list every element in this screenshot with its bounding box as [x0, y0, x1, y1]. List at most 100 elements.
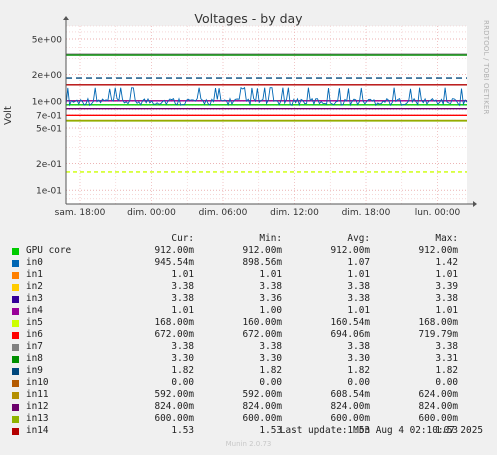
legend-swatch	[12, 403, 19, 411]
legend-max: 3.38	[435, 293, 458, 304]
legend-cur: 0.00	[171, 377, 194, 388]
legend-row: in3 3.38 3.36 3.38 3.38	[12, 293, 490, 305]
legend-swatch	[12, 319, 19, 327]
legend-swatch	[12, 283, 19, 291]
legend-name: in8	[26, 353, 43, 364]
legend-name: in11	[26, 389, 49, 400]
legend-name: in9	[26, 365, 43, 376]
legend-min: 3.30	[259, 353, 282, 364]
legend-min: 3.36	[259, 293, 282, 304]
munin-version: Munin 2.0.73	[225, 440, 272, 448]
legend-swatch	[12, 379, 19, 387]
last-update-text: Last update: Mon Aug 4 02:10:07 2025	[279, 425, 483, 436]
legend-cur: 1.01	[171, 305, 194, 316]
legend-name: in2	[26, 281, 43, 292]
legend-swatch	[12, 259, 19, 267]
y-tick-label: 7e-01	[36, 112, 62, 122]
legend-name: in10	[26, 377, 49, 388]
legend-max: 1.01	[435, 305, 458, 316]
y-tick-label: 5e+00	[32, 36, 63, 46]
legend-name: GPU core	[26, 245, 72, 256]
y-tick-label: 5e-01	[36, 125, 62, 135]
voltage-chart: 5e+00 2e+00 1e+00 7e-01 5e-01 2e-01 1e-01 sam. …	[32, 16, 477, 218]
legend-table: Cur: Min: Avg: Max: GPU core 912.00m 912.0…	[12, 233, 490, 437]
legend-min: 1.01	[259, 269, 282, 280]
legend-max: 0.00	[435, 377, 458, 388]
legend-max: 719.79m	[418, 329, 458, 340]
legend-avg: 1.53	[347, 425, 370, 436]
legend-name: in3	[26, 293, 43, 304]
legend-name: in1	[26, 269, 43, 280]
legend-swatch	[12, 355, 19, 363]
series-line-in0	[65, 86, 468, 107]
legend-name: in7	[26, 341, 43, 352]
legend-cur: 1.01	[171, 269, 194, 280]
legend-cur: 3.30	[171, 353, 194, 364]
legend-name: in0	[26, 257, 43, 268]
legend-max: 1.82	[435, 365, 458, 376]
legend-cur: 1.82	[171, 365, 194, 376]
legend-avg: 1.01	[347, 269, 370, 280]
legend-name: in5	[26, 317, 43, 328]
legend-rows: GPU core 912.00m 912.00m 912.00m 912.00m in0 9…	[12, 245, 490, 437]
legend-name: in13	[26, 413, 49, 424]
legend-swatch	[12, 307, 19, 315]
legend-max: 3.31	[435, 353, 458, 364]
legend-row: in0 945.54m 898.56m 1.07 1.42	[12, 257, 490, 269]
legend-max: 1.01	[435, 269, 458, 280]
header-min: Min:	[259, 233, 282, 244]
legend-row: in1 1.01 1.01 1.01 1.01	[12, 269, 490, 281]
legend-max: 912.00m	[418, 245, 458, 256]
y-axis-arrow	[63, 16, 69, 20]
legend-min: 0.00	[259, 377, 282, 388]
legend-row: in5 168.00m 160.00m 160.54m 168.00m	[12, 317, 490, 329]
x-tick-label: dim. 18:00	[342, 208, 391, 218]
legend-cur: 592.00m	[154, 389, 194, 400]
legend-max: 1.53	[435, 425, 458, 436]
legend-row: GPU core 912.00m 912.00m 912.00m 912.00m	[12, 245, 490, 257]
legend-row: in7 3.38 3.38 3.38 3.38	[12, 341, 490, 353]
y-tick-label: 2e-01	[36, 160, 62, 170]
legend-swatch	[12, 391, 19, 399]
legend-min: 592.00m	[242, 389, 282, 400]
legend-avg: 1.01	[347, 305, 370, 316]
x-tick-label: lun. 00:00	[415, 208, 461, 218]
x-tick-label: dim. 12:00	[270, 208, 319, 218]
legend-avg: 3.38	[347, 281, 370, 292]
legend-avg: 0.00	[347, 377, 370, 388]
legend-avg: 608.54m	[330, 389, 370, 400]
legend-cur: 672.00m	[154, 329, 194, 340]
legend-max: 3.39	[435, 281, 458, 292]
legend-row: in8 3.30 3.30 3.30 3.31	[12, 353, 490, 365]
legend-avg: 694.06m	[330, 329, 370, 340]
legend-row: in13 600.00m 600.00m 600.00m 600.00m	[12, 413, 490, 425]
legend-row: in4 1.01 1.00 1.01 1.01	[12, 305, 490, 317]
legend-min: 3.38	[259, 341, 282, 352]
x-tick-label: dim. 06:00	[199, 208, 248, 218]
legend-name: in6	[26, 329, 43, 340]
legend-avg: 1.82	[347, 365, 370, 376]
legend-header-row: Cur: Min: Avg: Max:	[12, 233, 490, 245]
legend-cur: 945.54m	[154, 257, 194, 268]
legend-row: in12 824.00m 824.00m 824.00m 824.00m	[12, 401, 490, 413]
legend-avg: 160.54m	[330, 317, 370, 328]
legend-avg: 600.00m	[330, 413, 370, 424]
legend-swatch	[12, 295, 19, 303]
legend-max: 1.42	[435, 257, 458, 268]
legend-min: 672.00m	[242, 329, 282, 340]
legend-row: in11 592.00m 592.00m 608.54m 624.00m	[12, 389, 490, 401]
y-tick-label: 2e+00	[32, 71, 63, 81]
legend-avg: 3.38	[347, 293, 370, 304]
legend-max: 600.00m	[418, 413, 458, 424]
header-cur: Cur:	[171, 233, 194, 244]
legend-min: 898.56m	[242, 257, 282, 268]
legend-cur: 3.38	[171, 341, 194, 352]
legend-name: in12	[26, 401, 49, 412]
header-avg: Avg:	[347, 233, 370, 244]
legend-swatch	[12, 367, 19, 375]
legend-max: 624.00m	[418, 389, 458, 400]
legend-cur: 168.00m	[154, 317, 194, 328]
legend-swatch	[12, 331, 19, 339]
legend-min: 160.00m	[242, 317, 282, 328]
legend-cur: 1.53	[171, 425, 194, 436]
